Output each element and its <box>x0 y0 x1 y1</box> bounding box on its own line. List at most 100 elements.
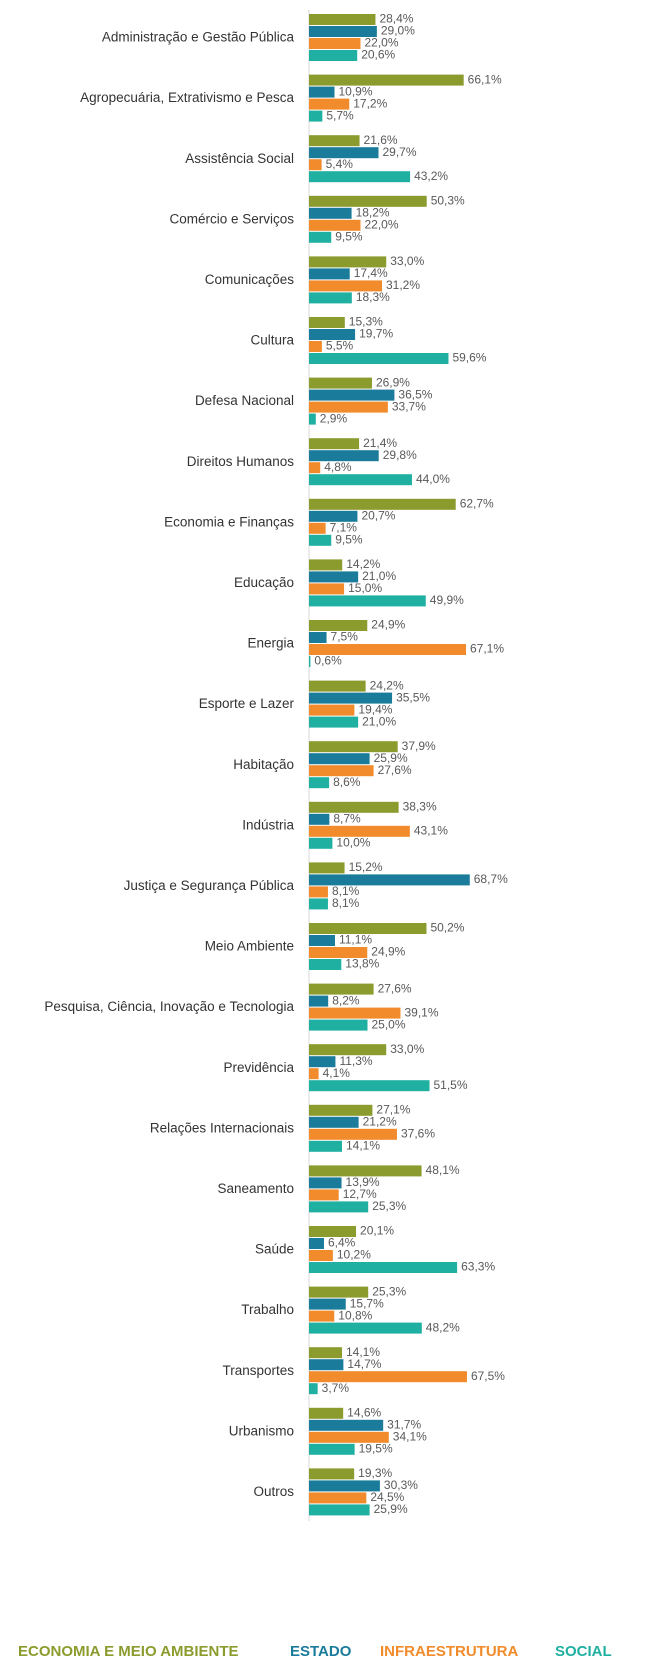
value-label: 30,3% <box>384 1478 418 1492</box>
bar <box>309 135 360 147</box>
bar <box>309 1480 380 1492</box>
bar <box>309 862 345 874</box>
value-label: 43,1% <box>414 823 448 837</box>
bar <box>309 171 411 183</box>
bar <box>309 1189 339 1201</box>
value-label: 28,4% <box>379 12 413 26</box>
value-label: 37,9% <box>402 739 436 753</box>
value-label: 21,0% <box>362 714 396 728</box>
value-label: 14,6% <box>347 1405 381 1419</box>
value-label: 39,1% <box>404 1005 438 1019</box>
value-label: 20,7% <box>361 508 395 522</box>
bar <box>309 1116 359 1128</box>
value-label: 15,7% <box>350 1296 384 1310</box>
category-label: Pesquisa, Ciência, Inovação e Tecnologia <box>44 999 294 1014</box>
bar <box>309 462 321 474</box>
value-label: 29,0% <box>381 24 415 38</box>
value-label: 22,0% <box>364 217 398 231</box>
bar <box>309 680 366 692</box>
value-label: 50,2% <box>430 921 464 935</box>
bar <box>309 1431 389 1443</box>
bar <box>309 692 393 704</box>
value-label: 31,2% <box>386 278 420 292</box>
bar <box>309 1250 333 1261</box>
bar <box>309 632 327 643</box>
category-label: Meio Ambiente <box>205 939 294 954</box>
bar <box>309 207 352 219</box>
category-label: Defesa Nacional <box>195 393 294 408</box>
bar <box>309 195 427 207</box>
bar <box>309 1419 384 1431</box>
value-label: 14,7% <box>347 1357 381 1371</box>
value-label: 19,7% <box>359 327 393 341</box>
value-label: 5,4% <box>326 157 354 171</box>
legend-label: ESTADO <box>290 1643 352 1660</box>
bar <box>309 1104 373 1116</box>
bar <box>309 1347 342 1359</box>
bar <box>309 656 311 667</box>
bar <box>309 377 372 389</box>
value-label: 33,0% <box>390 254 424 268</box>
bar <box>309 498 456 510</box>
value-label: 37,6% <box>401 1126 435 1140</box>
value-label: 14,1% <box>346 1345 380 1359</box>
bar <box>309 1019 368 1031</box>
bar <box>309 1068 319 1080</box>
bar <box>309 1201 369 1213</box>
bar <box>309 14 376 25</box>
value-label: 25,9% <box>374 751 408 765</box>
bar <box>309 38 361 49</box>
category-label: Relações Internacionais <box>150 1120 294 1135</box>
bar <box>309 644 467 655</box>
bar <box>309 777 330 789</box>
bar <box>309 1286 369 1298</box>
value-label: 7,5% <box>331 630 359 644</box>
category-label: Economia e Finanças <box>164 514 294 529</box>
value-label: 20,1% <box>360 1224 394 1238</box>
bar <box>309 1007 401 1019</box>
value-label: 6,4% <box>328 1236 356 1250</box>
category-label: Administração e Gestão Pública <box>102 30 295 45</box>
value-label: 19,3% <box>358 1466 392 1480</box>
value-label: 14,1% <box>346 1138 380 1152</box>
bar <box>309 389 395 401</box>
value-label: 15,2% <box>349 860 383 874</box>
value-label: 25,0% <box>372 1017 406 1031</box>
category-label: Energia <box>247 636 294 651</box>
bar <box>309 341 322 352</box>
value-label: 8,1% <box>332 896 360 910</box>
bar <box>309 522 326 534</box>
bar <box>309 995 329 1007</box>
bar <box>309 292 352 304</box>
bar <box>309 1371 467 1383</box>
value-label: 43,2% <box>414 169 448 183</box>
value-label: 13,9% <box>346 1175 380 1189</box>
value-label: 25,9% <box>374 1502 408 1516</box>
value-label: 8,2% <box>332 993 360 1007</box>
value-label: 33,0% <box>390 1042 424 1056</box>
value-label: 19,5% <box>359 1441 393 1455</box>
value-label: 10,9% <box>339 84 373 98</box>
bar <box>309 329 356 340</box>
value-label: 63,3% <box>461 1260 495 1274</box>
bar <box>309 1468 355 1480</box>
category-label: Comunicações <box>205 272 295 287</box>
bar <box>309 1359 344 1371</box>
value-label: 9,5% <box>335 229 363 243</box>
value-label: 21,2% <box>363 1114 397 1128</box>
bar <box>309 74 464 86</box>
bar <box>309 947 368 958</box>
bar <box>309 1298 346 1310</box>
bar <box>309 159 322 171</box>
bar <box>309 98 350 110</box>
bar <box>309 874 470 886</box>
bar <box>309 280 383 292</box>
category-label: Cultura <box>250 333 294 348</box>
category-label: Educação <box>234 575 294 590</box>
bar <box>309 474 412 486</box>
category-label: Urbanismo <box>229 1423 294 1438</box>
value-label: 11,1% <box>339 933 372 947</box>
bar <box>309 1407 344 1419</box>
value-label: 7,1% <box>330 520 358 534</box>
